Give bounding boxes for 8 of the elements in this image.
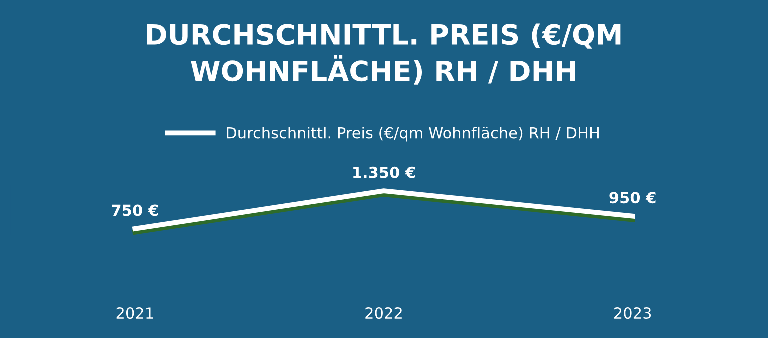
x-tick-label: 2021 bbox=[116, 307, 154, 320]
x-tick-label: 2022 bbox=[366, 307, 402, 320]
x-tick-label: 2023 bbox=[614, 307, 652, 320]
legend-label: Durchschnittl. Preis (€/qm Wohnfläche) RH / DHH bbox=[227, 126, 599, 142]
data-label: 750 € bbox=[112, 204, 158, 216]
data-label: 1.350 € bbox=[354, 166, 416, 178]
data-label: 950 € bbox=[610, 192, 656, 204]
chart-title: DURCHSCHNITTL. PREIS (€/QM WOHNFLÄCHE) RH / DHH bbox=[147, 24, 621, 85]
